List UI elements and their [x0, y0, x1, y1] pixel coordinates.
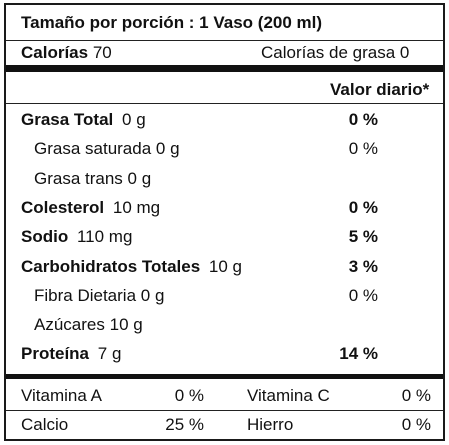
nutrient-name: Grasa trans [34, 169, 123, 188]
nutrient-name: Carbohidratos Totales [21, 257, 201, 276]
daily-value-percent: 14 % [339, 344, 378, 363]
nutrient-name: Grasa saturada [34, 139, 152, 158]
calories-fat-value: 0 [399, 43, 410, 62]
daily-value-percent: 0 % [348, 286, 378, 305]
nutrient-label: Grasa Total 0 g [21, 110, 146, 130]
vitamin-value: 0 % [401, 386, 431, 405]
nutrient-amount: 10 g [208, 257, 242, 276]
calories-label: Calorías [21, 43, 89, 62]
nutrient-name: Fibra Dietaria [34, 286, 137, 305]
nutrient-name: Azúcares [34, 315, 105, 334]
calories-text: Calorías 70 [21, 43, 112, 63]
vitamin-value: 0 % [174, 386, 204, 405]
nutrient-amount: 0 g [155, 139, 180, 158]
nutrient-name: Grasa Total [21, 110, 114, 129]
divider [6, 103, 443, 104]
nutrient-amount: 0 g [122, 110, 146, 129]
calories-fat-text: Calorías de grasa 0 [261, 43, 409, 63]
mineral-value: 0 % [401, 415, 431, 434]
serving-size: Tamaño por porción : 1 Vaso (200 ml) [21, 13, 323, 32]
mineral-name: Calcio [21, 415, 69, 434]
mineral-value: 25 % [165, 415, 204, 434]
vitamin-name: Vitamina C [247, 386, 330, 405]
nutrient-amount: 10 mg [112, 198, 161, 217]
daily-value-percent: 0 % [348, 110, 378, 129]
nutrient-amount: 0 g [140, 286, 165, 305]
daily-value-header: Valor diario* [330, 80, 430, 99]
nutrient-name: Proteína [21, 344, 90, 363]
nutrient-label: Sodio 110 mg [21, 227, 132, 247]
nutrient-label: Grasa saturada 0 g [34, 139, 180, 159]
nutrient-name: Sodio [21, 227, 69, 246]
nutrient-amount: 110 mg [76, 227, 133, 246]
nutrient-label: Azúcares 10 g [34, 315, 143, 335]
nutrient-label: Colesterol 10 mg [21, 198, 160, 218]
daily-value-percent: 5 % [348, 227, 378, 246]
nutrient-amount: 7 g [97, 344, 122, 363]
nutrient-label: Grasa trans 0 g [34, 169, 151, 189]
divider [6, 40, 443, 41]
divider [6, 410, 443, 411]
nutrient-label: Proteína 7 g [21, 344, 121, 364]
calories-value: 70 [92, 43, 112, 62]
nutrient-amount: 10 g [109, 315, 143, 334]
daily-value-percent: 0 % [348, 198, 378, 217]
daily-value-percent: 3 % [348, 257, 378, 276]
nutrient-name: Colesterol [21, 198, 105, 217]
thick-divider [6, 374, 443, 379]
nutrition-facts-label: Tamaño por porción : 1 Vaso (200 ml) Cal… [4, 3, 445, 441]
daily-value-percent: 0 % [348, 139, 378, 158]
vitamin-name: Vitamina A [21, 386, 102, 405]
nutrient-label: Carbohidratos Totales 10 g [21, 257, 242, 277]
nutrient-label: Fibra Dietaria 0 g [34, 286, 164, 306]
thick-divider [6, 65, 443, 72]
calories-fat-label: Calorías de grasa [261, 43, 396, 62]
nutrient-amount: 0 g [127, 169, 152, 188]
mineral-name: Hierro [247, 415, 294, 434]
